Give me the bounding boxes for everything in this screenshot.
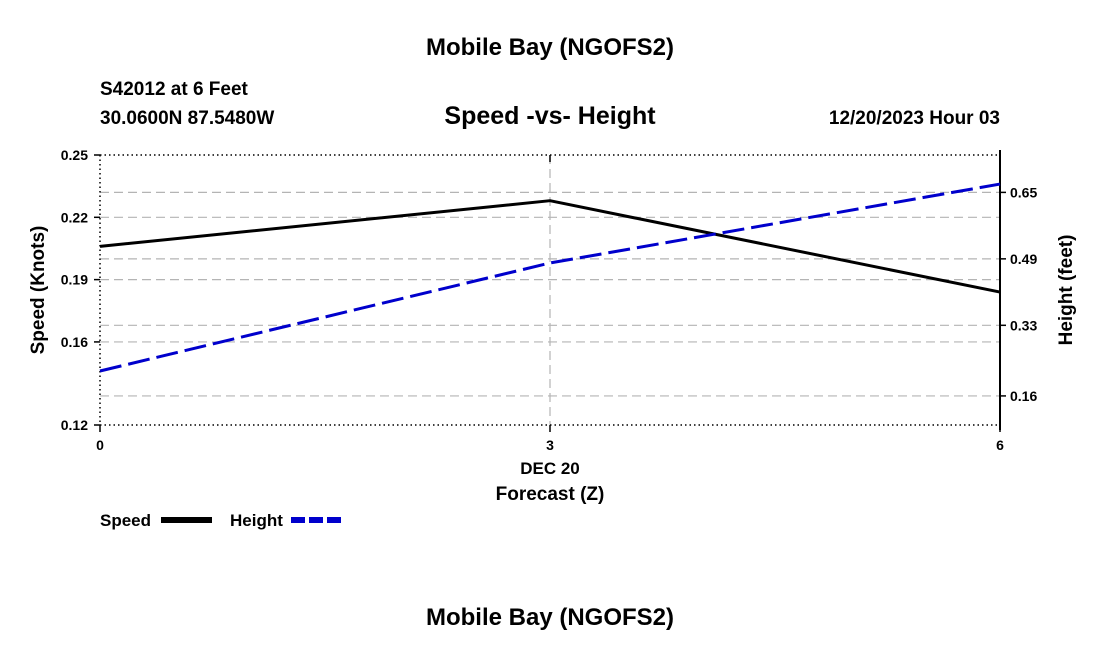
page-title: Mobile Bay (NGOFS2)	[426, 34, 674, 61]
x-axis-label: Forecast (Z)	[496, 484, 605, 505]
x-tick-label: 6	[996, 437, 1004, 453]
y-tick-label-right: 0.33	[1010, 317, 1037, 333]
station-name: S42012 at 6 Feet	[100, 79, 249, 100]
station-coords: 30.0600N 87.5480W	[100, 108, 274, 129]
series-line-height	[99, 182, 1001, 373]
y-tick-label-left: 0.16	[61, 334, 88, 350]
y-axis-right-label: Height (feet)	[1056, 235, 1077, 346]
y-tick-label-left: 0.22	[61, 209, 88, 225]
y-tick-label-right: 0.65	[1010, 184, 1037, 200]
series-line-speed	[99, 199, 1001, 294]
y-tick-label-left: 0.19	[61, 272, 88, 288]
grid-layer	[100, 155, 1000, 425]
timestamp: 12/20/2023 Hour 03	[829, 108, 1000, 129]
y-tick-label-left: 0.25	[61, 147, 88, 163]
chart-title: Speed -vs- Height	[444, 102, 656, 130]
legend: Speed Height	[100, 511, 343, 530]
y-tick-label-left: 0.12	[61, 417, 88, 433]
series-layer	[99, 182, 1001, 373]
y-tick-label-right: 0.49	[1010, 251, 1037, 267]
legend-label-height: Height	[230, 511, 283, 530]
y-axis-left-label: Speed (Knots)	[28, 226, 49, 355]
legend-label-speed: Speed	[100, 511, 151, 530]
tick-layer: 0.12 0.16 0.19 0.22 0.25 0.16 0.33 0.49 0.65 0 3 6	[61, 147, 1038, 453]
x-tick-label: 3	[546, 437, 554, 453]
x-tick-label: 0	[96, 437, 104, 453]
y-tick-label-right: 0.16	[1010, 388, 1037, 404]
x-date-label: DEC 20	[520, 459, 580, 478]
footer-title: Mobile Bay (NGOFS2)	[426, 604, 674, 631]
